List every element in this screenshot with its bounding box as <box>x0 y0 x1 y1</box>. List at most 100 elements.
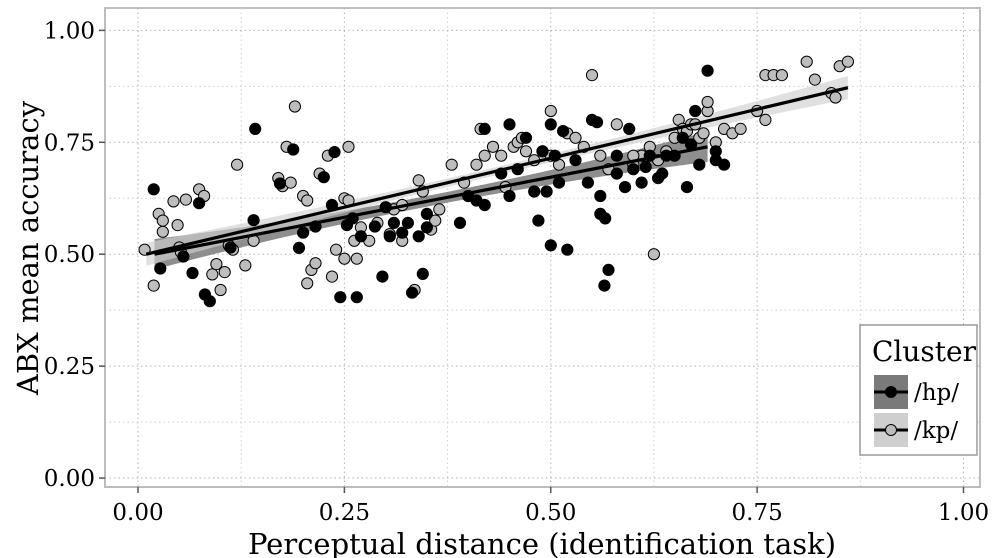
fit-line <box>154 145 708 256</box>
x-tick-label: 1.00 <box>938 500 989 526</box>
data-point <box>203 295 216 308</box>
data-point <box>401 216 414 229</box>
data-point <box>396 226 409 239</box>
data-point <box>590 116 604 129</box>
data-point <box>693 158 706 171</box>
y-tick-label: 0.00 <box>44 466 95 492</box>
data-point <box>429 214 442 227</box>
data-point <box>328 146 341 159</box>
data-point <box>557 125 570 138</box>
data-point <box>561 243 574 256</box>
data-point <box>156 225 169 238</box>
y-axis-label: ABX mean accuracy <box>11 100 45 396</box>
data-point <box>495 149 508 162</box>
data-point <box>214 283 227 297</box>
data-point <box>544 104 557 118</box>
legend-key-marker <box>885 386 897 398</box>
data-point <box>247 214 260 227</box>
data-point <box>186 266 199 280</box>
data-point <box>412 230 425 243</box>
data-point <box>453 216 467 229</box>
data-point <box>689 104 702 118</box>
data-point <box>610 118 623 131</box>
data-point <box>334 291 347 304</box>
data-point <box>206 268 219 281</box>
data-point <box>697 127 710 140</box>
data-point <box>470 158 483 171</box>
data-point <box>147 183 160 196</box>
data-point <box>376 270 389 283</box>
data-point <box>383 230 396 243</box>
data-point <box>412 174 425 187</box>
data-point <box>292 241 306 254</box>
data-point <box>602 263 615 276</box>
data-point <box>841 55 855 68</box>
data-point <box>478 198 491 212</box>
data-point <box>179 193 192 206</box>
legend-label: /kp/ <box>914 418 958 444</box>
data-point <box>350 291 363 304</box>
data-point <box>224 241 237 254</box>
data-point <box>635 176 648 189</box>
data-point <box>552 176 566 189</box>
data-point <box>301 194 314 207</box>
data-point <box>610 167 623 180</box>
data-point <box>317 171 330 184</box>
data-point <box>231 158 244 171</box>
data-point <box>503 189 516 203</box>
data-point <box>154 262 167 275</box>
data-point <box>829 91 842 104</box>
data-point <box>599 212 612 225</box>
data-point <box>594 189 607 203</box>
data-point <box>598 279 611 292</box>
data-point <box>284 176 297 189</box>
y-tick-label: 0.50 <box>44 242 95 268</box>
data-point <box>519 145 533 158</box>
legend-title: Cluster <box>872 335 977 368</box>
data-point <box>759 113 772 127</box>
data-point <box>354 230 367 243</box>
legend-key-marker <box>885 424 897 436</box>
data-point <box>528 185 541 198</box>
data-point <box>350 252 363 265</box>
x-tick-label: 0.50 <box>525 500 576 526</box>
data-point <box>610 149 623 162</box>
data-point <box>680 181 694 194</box>
data-point <box>718 158 731 171</box>
data-point <box>416 267 429 280</box>
data-point <box>406 286 419 299</box>
data-point <box>639 160 652 173</box>
data-point <box>420 221 433 234</box>
data-point <box>676 131 689 144</box>
data-point <box>701 95 714 109</box>
axes: 0.00 0.25 0.50 0.75 1.00 0.00 0.25 0.50 0.75 1.00 <box>44 18 989 526</box>
legend: Cluster/hp/ /kp/ <box>859 324 978 456</box>
data-point <box>301 277 314 290</box>
data-point <box>486 140 500 153</box>
data-point <box>287 143 300 156</box>
x-axis-label: Perceptual distance (identification task… <box>248 527 836 558</box>
data-point <box>147 279 160 292</box>
data-point <box>544 239 557 252</box>
data-point <box>218 266 231 279</box>
data-point <box>544 118 557 131</box>
data-point <box>239 259 252 272</box>
data-point <box>618 181 632 194</box>
data-point <box>503 118 516 131</box>
data-point <box>288 100 301 113</box>
data-point <box>627 163 640 176</box>
data-point <box>210 258 223 271</box>
x-tick-label: 0.25 <box>319 500 370 526</box>
data-points <box>138 55 855 308</box>
legend-label: /hp/ <box>914 380 959 406</box>
data-point <box>569 154 582 167</box>
data-point <box>581 176 595 189</box>
data-point <box>478 122 491 135</box>
y-tick-label: 0.75 <box>44 130 95 156</box>
data-point <box>420 207 433 220</box>
data-point <box>585 69 599 82</box>
data-point <box>325 270 339 283</box>
data-point <box>171 219 184 232</box>
x-tick-label: 0.75 <box>732 500 783 526</box>
